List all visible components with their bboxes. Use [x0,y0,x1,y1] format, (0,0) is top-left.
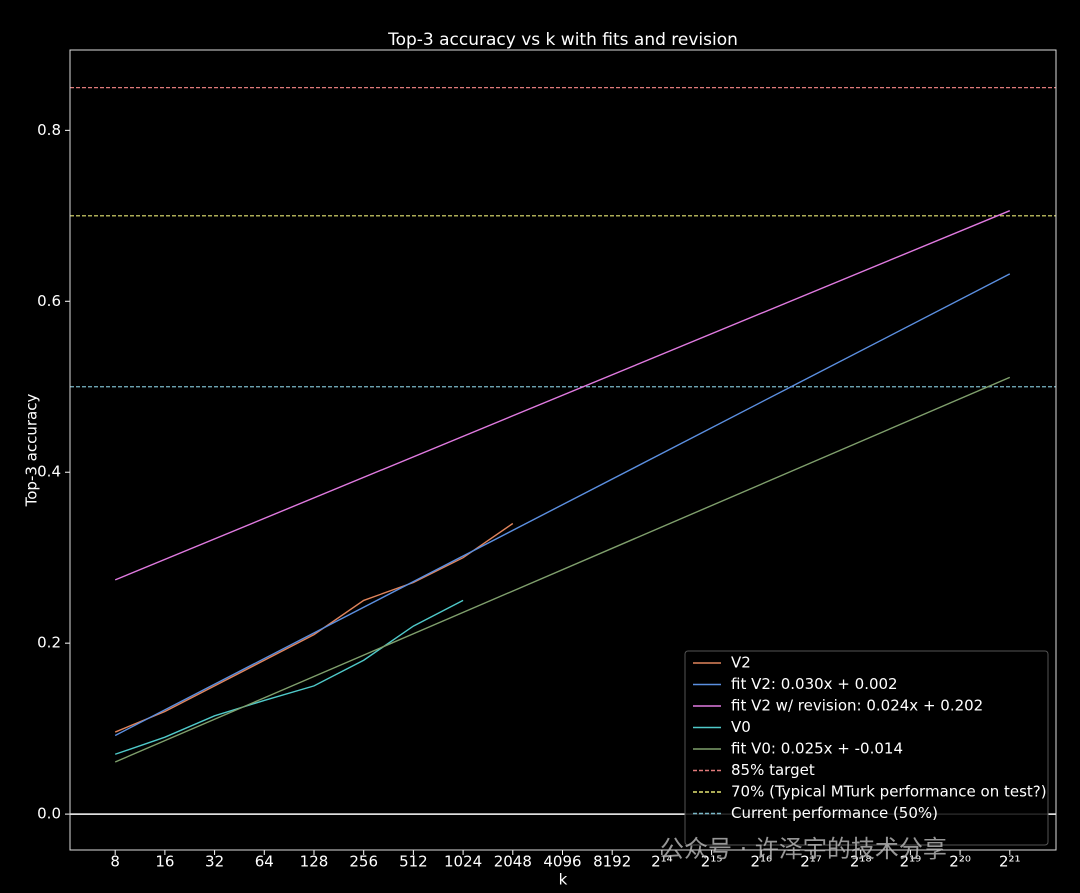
y-tick-label: 0.6 [37,292,61,310]
x-tick-label: 16 [155,853,174,871]
legend-label: Current performance (50%) [731,804,938,822]
x-tick-label: 2¹⁴ [651,853,673,871]
watermark: 公众号 · 许泽宇的技术分享 [660,835,947,863]
plot-frame [69,49,1057,851]
series-line [114,210,1011,581]
legend-label: fit V2 w/ revision: 0.024x + 0.202 [731,697,983,715]
x-tick-label: 256 [349,853,378,871]
y-tick-label: 0.4 [37,463,61,481]
legend-label: fit V2: 0.030x + 0.002 [731,675,898,693]
legend-label: 85% target [731,761,815,779]
x-tick-label: 2¹⁸ [850,853,872,871]
x-tick-label: 2²⁰ [949,853,971,871]
x-tick-label: 32 [205,853,224,871]
x-tick-label: 2048 [494,853,532,871]
x-tick-label: 8 [110,853,120,871]
x-tick-label: 128 [300,853,329,871]
y-tick-label: 0.2 [37,634,61,652]
x-tick-label: 2¹⁹ [900,853,922,871]
legend-label: V2 [731,654,751,672]
legend-box [684,650,1049,846]
y-tick-label: 0.0 [37,805,61,823]
chart-title: Top-3 accuracy vs k with fits and revisi… [387,30,738,50]
x-tick-label: 8192 [593,853,631,871]
series-line [114,522,514,733]
series-line [114,376,1011,763]
x-tick-label: 1024 [444,853,482,871]
x-tick-label: 2¹⁵ [701,853,723,871]
legend-label: fit V0: 0.025x + -0.014 [731,740,903,758]
x-tick-label: 4096 [543,853,581,871]
y-tick-label: 0.8 [37,121,61,139]
x-tick-label: 2¹⁶ [750,853,772,871]
series-line [114,599,464,755]
x-tick-label: 2²¹ [999,853,1021,871]
x-tick-label: 64 [255,853,274,871]
x-axis-label: k [559,871,568,889]
series-line [114,273,1011,737]
y-axis-label: Top-3 accuracy [23,394,41,508]
legend-label: V0 [731,718,751,736]
x-tick-label: 2¹⁷ [800,853,822,871]
legend-label: 70% (Typical MTurk performance on test?) [731,783,1047,801]
x-tick-label: 512 [399,853,428,871]
